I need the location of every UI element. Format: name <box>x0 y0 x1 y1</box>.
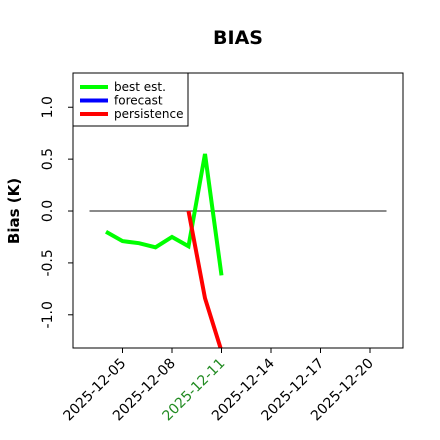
line-series <box>186 210 223 348</box>
legend-label: best est. <box>114 80 166 94</box>
line-series <box>105 153 224 276</box>
y-tick-label: -0.5 <box>40 249 56 276</box>
y-tick-label: 0.5 <box>40 148 56 170</box>
chart-title: BIAS <box>213 27 263 49</box>
legend-label: persistence <box>114 107 183 121</box>
plot-frame <box>72 72 404 349</box>
y-axis-label: Bias (K) <box>5 178 23 244</box>
y-tick-label: 1.0 <box>40 96 56 118</box>
y-tick-label: -1.0 <box>40 301 56 328</box>
legend-label: forecast <box>114 94 163 108</box>
y-tick-label: 0.0 <box>40 200 56 222</box>
